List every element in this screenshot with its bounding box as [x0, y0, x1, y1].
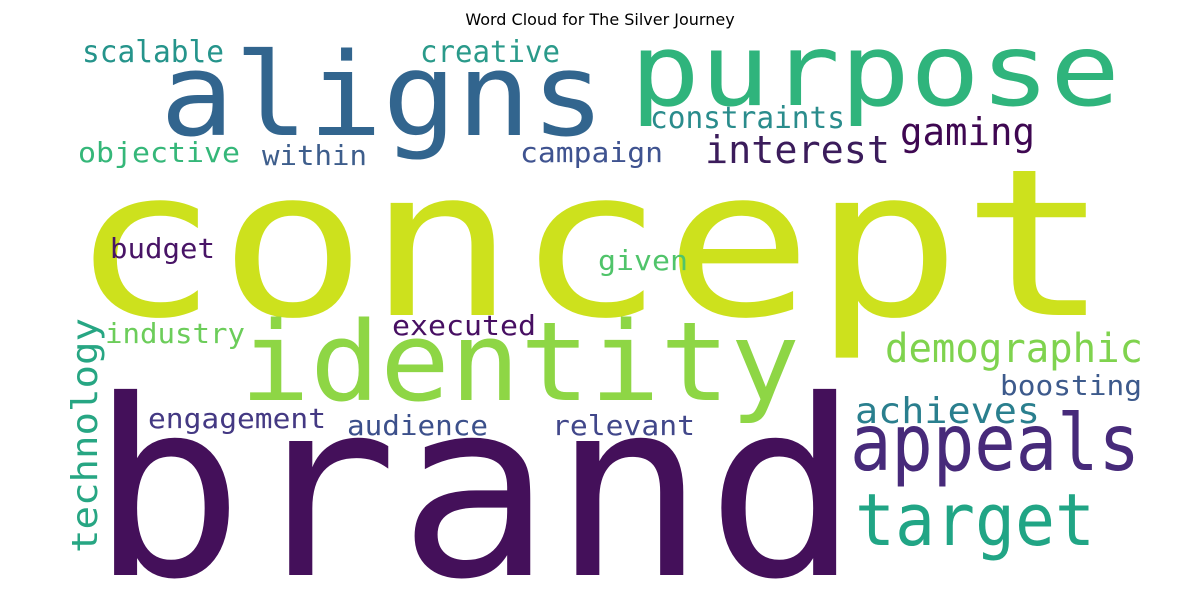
word-boosting: boosting: [1000, 369, 1142, 402]
word-aligns: aligns: [160, 29, 605, 163]
word-creative: creative: [420, 35, 560, 70]
word-appeals: appeals: [850, 399, 1140, 489]
word-objective: objective: [78, 136, 240, 169]
word-technology: technology: [65, 318, 106, 553]
word-identity: identity: [240, 298, 800, 426]
word-scalable: scalable: [82, 35, 224, 70]
word-campaign: campaign: [520, 136, 663, 169]
word-engagement: engagement: [148, 402, 326, 435]
word-interest: interest: [705, 128, 890, 172]
word-within: within: [262, 139, 367, 172]
word-executed: executed: [392, 309, 536, 342]
chart-title: Word Cloud for The Silver Journey: [465, 10, 735, 29]
word-relevant: relevant: [552, 409, 695, 442]
word-concept: concept: [70, 126, 1110, 364]
word-gaming: gaming: [900, 110, 1035, 154]
word-purpose: purpose: [630, 12, 1120, 129]
word-demographic: demographic: [885, 326, 1143, 372]
word-audience: audience: [347, 409, 488, 442]
word-constraints: constraints: [650, 101, 845, 136]
word-budget: budget: [110, 232, 215, 265]
word-brand: brand: [90, 348, 860, 600]
word-industry: industry: [105, 317, 245, 350]
word-given: given: [598, 244, 688, 277]
word-achieves: achieves: [855, 391, 1040, 432]
word-target: target: [855, 478, 1095, 562]
